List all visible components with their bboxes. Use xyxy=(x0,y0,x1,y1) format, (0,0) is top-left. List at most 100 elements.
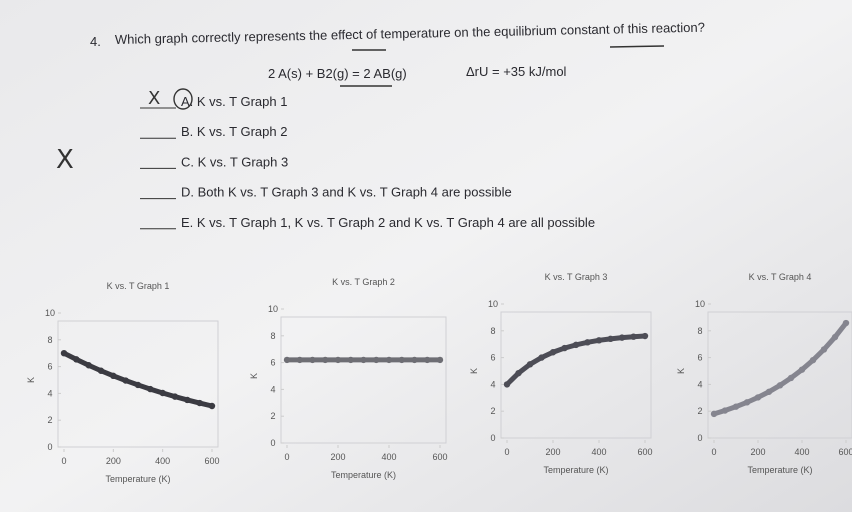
y-tick-label: 8 xyxy=(270,331,275,341)
reaction: 2 A(s) + B2(g) = 2 AB(g) xyxy=(268,66,407,81)
data-point xyxy=(584,339,591,346)
data-point xyxy=(721,407,729,414)
data-point xyxy=(60,350,68,357)
x-tick-label: 0 xyxy=(61,456,66,466)
data-point xyxy=(732,403,740,410)
pen-underline xyxy=(340,45,665,87)
data-point xyxy=(618,334,626,341)
data-point xyxy=(196,399,203,407)
y-tick-label: 2 xyxy=(47,415,52,425)
data-point xyxy=(385,356,393,364)
data-point xyxy=(373,356,380,364)
chart-title: K vs. T Graph 1 xyxy=(107,281,170,291)
x-tick-label: 600 xyxy=(637,447,652,457)
data-point xyxy=(595,337,603,344)
y-tick-label: 4 xyxy=(490,379,495,389)
data-point xyxy=(561,344,568,352)
data-point xyxy=(549,349,557,356)
y-axis-label: K xyxy=(469,368,479,374)
data-point xyxy=(526,361,534,368)
plot-frame xyxy=(280,316,447,444)
data-point xyxy=(110,372,117,380)
option: E. K vs. T Graph 1, K vs. T Graph 2 and … xyxy=(181,215,595,230)
y-tick-label: 4 xyxy=(47,388,52,398)
y-tick-label: 0 xyxy=(270,438,275,448)
x-tick-label: 400 xyxy=(794,447,809,457)
chart: K vs. T Graph 2 K Temperature (K) 0 2 4 6 8 10 0 2… xyxy=(249,277,448,480)
plot-frame xyxy=(500,311,652,439)
data-point xyxy=(754,394,762,401)
y-axis-label: K xyxy=(249,373,259,379)
data-point xyxy=(842,319,850,327)
option: B. K vs. T Graph 2 xyxy=(181,124,287,139)
x-tick-label: 600 xyxy=(838,447,852,457)
answer-mark: X xyxy=(148,88,160,109)
data-point xyxy=(765,388,773,395)
x-axis-label: Temperature (K) xyxy=(331,470,396,480)
data-point xyxy=(184,396,191,404)
chart-title: K vs. T Graph 2 xyxy=(332,277,395,287)
x-axis-label: Temperature (K) xyxy=(747,465,812,475)
y-tick-label: 0 xyxy=(47,442,52,452)
y-tick-label: 6 xyxy=(270,358,275,368)
data-point xyxy=(171,393,179,400)
x-tick-label: 400 xyxy=(155,456,170,466)
y-tick-label: 8 xyxy=(490,326,495,336)
x-axis-label: Temperature (K) xyxy=(105,474,170,484)
data-point xyxy=(641,332,649,340)
data-point xyxy=(630,333,637,340)
data-point xyxy=(208,402,216,410)
energy: ΔrU = +35 kJ/mol xyxy=(466,64,567,79)
data-point xyxy=(787,374,795,382)
data-point xyxy=(159,389,166,397)
data-point xyxy=(347,356,354,364)
data-point xyxy=(309,356,316,364)
y-tick-label: 8 xyxy=(47,335,52,345)
y-tick-label: 2 xyxy=(270,411,275,421)
data-point xyxy=(85,362,92,369)
y-axis-label: K xyxy=(26,377,36,383)
x-tick-label: 200 xyxy=(750,447,765,457)
y-tick-label: 6 xyxy=(490,353,495,363)
data-point xyxy=(503,381,511,388)
data-point xyxy=(831,333,839,341)
y-tick-label: 6 xyxy=(47,362,52,372)
data-point xyxy=(147,385,154,393)
chart: K vs. T Graph 3 K Temperature (K) 0 2 4 6 8 10 0 2… xyxy=(469,272,653,475)
data-point xyxy=(820,346,828,353)
data-point xyxy=(134,381,142,389)
y-tick-label: 0 xyxy=(490,433,495,443)
data-point xyxy=(322,356,329,364)
charts: K vs. T Graph 1 K Temperature (K) 0 2 4 6 8 10 0 2… xyxy=(26,272,852,484)
option: C. K vs. T Graph 3 xyxy=(181,154,288,169)
y-tick-label: 0 xyxy=(697,433,702,443)
x-tick-label: 600 xyxy=(204,456,219,466)
data-point xyxy=(296,356,303,364)
plot-frame xyxy=(57,320,219,448)
chart: K vs. T Graph 1 K Temperature (K) 0 2 4 6 8 10 0 2… xyxy=(26,281,220,484)
data-point xyxy=(607,335,614,343)
data-point xyxy=(798,366,806,373)
chart: K vs. T Graph 4 K Temperature (K) 0 2 4 6 8 10 0 2… xyxy=(676,272,852,475)
data-point xyxy=(515,369,522,377)
x-tick-label: 600 xyxy=(432,452,447,462)
x-axis-label: Temperature (K) xyxy=(543,465,608,475)
x-tick-label: 0 xyxy=(504,447,509,457)
data-point xyxy=(97,367,105,374)
plot-frame xyxy=(707,311,852,439)
chart-title: K vs. T Graph 3 xyxy=(545,272,608,282)
x-tick-label: 400 xyxy=(591,447,606,457)
x-tick-label: 200 xyxy=(545,447,560,457)
data-point xyxy=(538,354,545,361)
option: D. Both K vs. T Graph 3 and K vs. T Grap… xyxy=(181,185,512,200)
y-tick-label: 4 xyxy=(270,384,275,394)
data-point xyxy=(572,341,580,349)
y-tick-label: 10 xyxy=(45,308,55,318)
data-point xyxy=(360,356,367,364)
y-tick-label: 10 xyxy=(488,299,498,309)
y-tick-label: 4 xyxy=(697,379,702,389)
data-point xyxy=(122,377,129,384)
data-point xyxy=(436,356,444,364)
